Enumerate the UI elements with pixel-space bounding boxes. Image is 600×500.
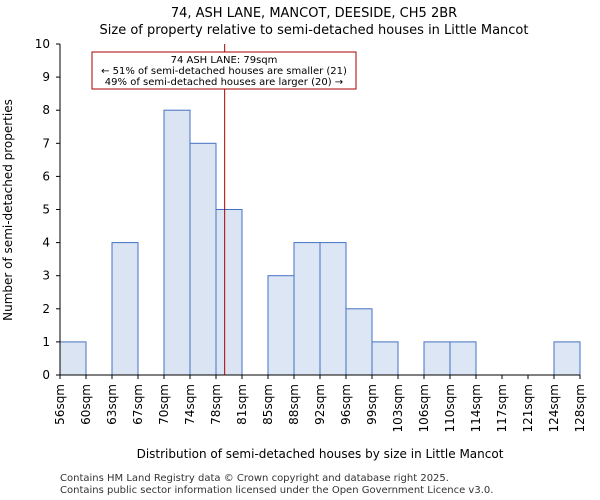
y-tick-label-9: 9 [42,70,50,84]
x-tick-label-63sqm: 63sqm [105,384,119,425]
bar-99sqm [371,341,399,376]
x-tick-label-99sqm: 99sqm [365,384,379,425]
bar-56sqm [59,341,87,376]
y-axis: 0 1 2 3 4 5 6 7 8 9 10 [35,37,61,382]
x-tick-label-110sqm: 110sqm [443,384,457,432]
y-tick-label-2: 2 [42,302,50,316]
annotation-line-3: 49% of semi-detached houses are larger (… [105,77,343,88]
bar-74sqm [189,142,217,376]
annotation-line-1: 74 ASH LANE: 79sqm [171,55,278,66]
y-tick-label-3: 3 [42,269,50,283]
y-tick-label-1: 1 [42,335,50,349]
x-tick-label-124sqm: 124sqm [547,384,561,432]
x-tick-label-106sqm: 106sqm [417,384,431,432]
x-tick-label-88sqm: 88sqm [287,384,301,425]
x-tick-label-70sqm: 70sqm [157,384,171,425]
x-tick-label-85sqm: 85sqm [261,384,275,425]
y-tick-label-5: 5 [42,203,50,217]
y-tick-label-7: 7 [42,136,50,150]
x-tick-label-60sqm: 60sqm [79,384,93,425]
footer-copyright: Contains HM Land Registry data © Crown c… [60,473,449,484]
y-tick-label-10: 10 [35,37,50,51]
x-tick-label-121sqm: 121sqm [521,384,535,432]
x-axis-label: Distribution of semi-detached houses by … [137,447,504,461]
x-tick-label-117sqm: 117sqm [495,384,509,432]
bar-70sqm [163,109,191,376]
x-tick-label-128sqm: 128sqm [573,384,587,432]
bar-96sqm [345,308,373,376]
x-tick-label-114sqm: 114sqm [469,384,483,432]
annotation-box [91,51,357,90]
bar-124sqm [553,341,581,376]
annotation-line-2: ← 51% of semi-detached houses are smalle… [101,66,347,77]
x-tick-label-81sqm: 81sqm [235,384,249,425]
x-tick-label-78sqm: 78sqm [209,384,223,425]
y-tick-label-8: 8 [42,103,50,117]
y-tick-label-0: 0 [42,368,50,382]
footer-licence: Contains public sector information licen… [60,485,494,496]
bar-110sqm [449,341,477,376]
x-tick-label-103sqm: 103sqm [391,384,405,432]
x-tick-label-92sqm: 92sqm [313,384,327,425]
x-tick-label-74sqm: 74sqm [183,384,197,425]
chart-subtitle: Size of property relative to semi-detach… [100,23,529,38]
x-axis: 56sqm 60sqm 63sqm 67sqm 70sqm 74sqm 78sqm 81sqm… [53,374,587,432]
bar-63sqm [111,242,139,376]
marker-group: 74 ASH LANE: 79sqm← 51% of semi-detached… [91,44,357,375]
bars-group [59,109,581,376]
y-tick-label-4: 4 [42,236,50,250]
bar-106sqm [423,341,451,376]
y-axis-label: Number of semi-detached properties [1,99,15,321]
y-tick-label-6: 6 [42,169,50,183]
x-tick-label-67sqm: 67sqm [131,384,145,425]
bar-92sqm [319,242,347,376]
chart-title: 74, ASH LANE, MANCOT, DEESIDE, CH5 2BR [171,6,457,21]
bar-85sqm [267,275,295,376]
bar-88sqm [293,242,321,376]
x-tick-label-56sqm: 56sqm [53,384,67,425]
x-tick-label-96sqm: 96sqm [339,384,353,425]
bar-78sqm [215,209,243,376]
